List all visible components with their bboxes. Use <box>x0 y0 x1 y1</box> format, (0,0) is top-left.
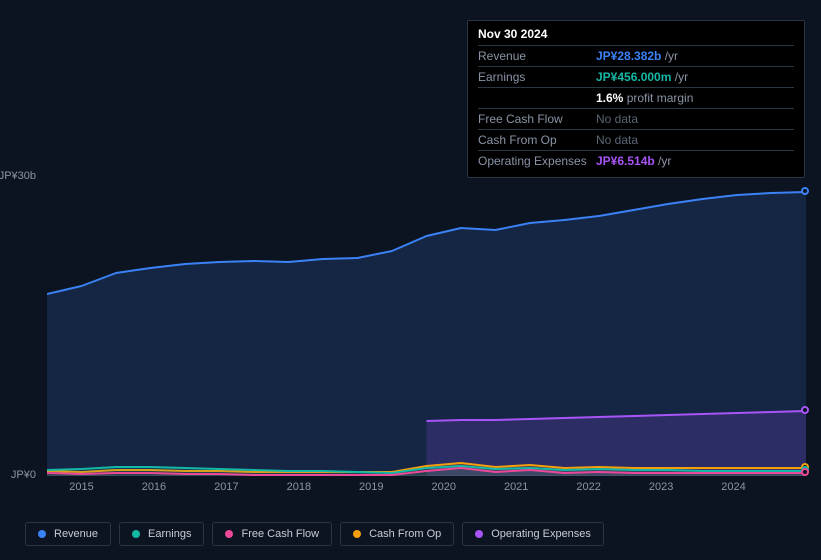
x-axis-label: 2022 <box>576 481 600 493</box>
tooltip-row-label: Cash From Op <box>478 133 596 147</box>
tooltip-row-value: No data <box>596 133 638 147</box>
x-axis-label: 2017 <box>214 481 238 493</box>
tooltip-row: Operating ExpensesJP¥6.514b /yr <box>478 150 794 171</box>
legend-item-label: Free Cash Flow <box>241 528 319 540</box>
y-axis-label-top: JP¥30b <box>0 170 36 182</box>
legend-item-revenue[interactable]: Revenue <box>25 522 111 546</box>
tooltip-row-label: Revenue <box>478 49 596 63</box>
chart-plot-area[interactable]: 2015201620172018201920202021202220232024 <box>47 176 806 476</box>
legend-dot-icon <box>132 530 140 538</box>
series-end-marker <box>801 187 809 195</box>
tooltip-row: RevenueJP¥28.382b /yr <box>478 45 794 66</box>
tooltip-row-value: 1.6% profit margin <box>596 91 693 105</box>
y-axis-label-bottom: JP¥0 <box>11 469 36 481</box>
legend-item-cash-from-op[interactable]: Cash From Op <box>340 522 454 546</box>
series-end-marker <box>801 406 809 414</box>
tooltip-date: Nov 30 2024 <box>478 27 794 45</box>
legend-dot-icon <box>353 530 361 538</box>
x-axis-label: 2020 <box>432 481 456 493</box>
legend-dot-icon <box>38 530 46 538</box>
tooltip-row-label: Operating Expenses <box>478 154 596 168</box>
legend-item-label: Earnings <box>148 528 191 540</box>
legend-item-label: Operating Expenses <box>491 528 591 540</box>
legend-item-label: Cash From Op <box>369 528 441 540</box>
legend-item-label: Revenue <box>54 528 98 540</box>
tooltip-row: 1.6% profit margin <box>478 87 794 108</box>
x-axis-label: 2019 <box>359 481 383 493</box>
tooltip-row-value: JP¥6.514b /yr <box>596 154 671 168</box>
legend-dot-icon <box>475 530 483 538</box>
tooltip-row-label: Free Cash Flow <box>478 112 596 126</box>
tooltip-row-label: Earnings <box>478 70 596 84</box>
x-axis-label: 2023 <box>649 481 673 493</box>
chart-legend: Revenue Earnings Free Cash Flow Cash From O… <box>25 522 604 546</box>
legend-item-earnings[interactable]: Earnings <box>119 522 204 546</box>
tooltip-row-value: No data <box>596 112 638 126</box>
legend-item-free-cash-flow[interactable]: Free Cash Flow <box>212 522 332 546</box>
x-axis-label: 2024 <box>721 481 745 493</box>
series-end-marker <box>801 468 809 476</box>
tooltip-row-label <box>478 91 596 105</box>
tooltip-row: EarningsJP¥456.000m /yr <box>478 66 794 87</box>
tooltip-row-value: JP¥456.000m /yr <box>596 70 688 84</box>
chart-tooltip: Nov 30 2024 RevenueJP¥28.382b /yrEarning… <box>467 20 805 178</box>
tooltip-row: Free Cash FlowNo data <box>478 108 794 129</box>
x-axis-label: 2018 <box>287 481 311 493</box>
financials-chart[interactable]: JP¥30b JP¥0 2015201620172018201920202021… <box>17 158 806 503</box>
legend-dot-icon <box>225 530 233 538</box>
legend-item-operating-expenses[interactable]: Operating Expenses <box>462 522 604 546</box>
tooltip-row-value: JP¥28.382b /yr <box>596 49 678 63</box>
tooltip-row: Cash From OpNo data <box>478 129 794 150</box>
x-axis-label: 2015 <box>69 481 93 493</box>
x-axis-label: 2016 <box>142 481 166 493</box>
x-axis-label: 2021 <box>504 481 528 493</box>
